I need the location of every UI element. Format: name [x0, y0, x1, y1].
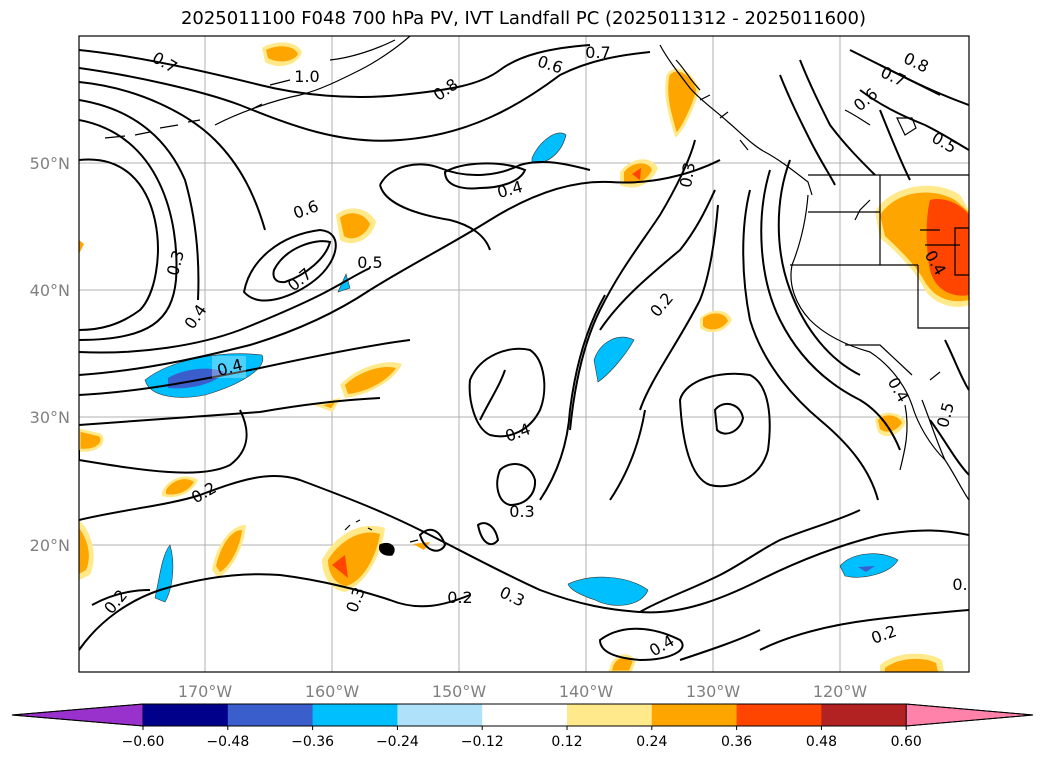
- lon-tick-label: 140°W: [559, 682, 614, 701]
- colorbar-tick-label: −0.24: [376, 734, 419, 750]
- contour-label: 0.5: [357, 253, 382, 272]
- colorbar-segment: [651, 704, 738, 726]
- lat-tick-labels: 50°N 40°N 30°N 20°N: [30, 154, 70, 555]
- colorbar-segment: [821, 704, 907, 726]
- positive-region: [79, 528, 89, 574]
- colorbar-tick-label: 0.36: [721, 734, 752, 750]
- colorbar-segment: [736, 704, 822, 726]
- ivt-shading: [79, 42, 969, 672]
- positive-region: [413, 542, 430, 550]
- colorbar-segment: [227, 704, 314, 726]
- colorbar-tick-label: −0.60: [122, 734, 165, 750]
- negative-region: [593, 336, 635, 383]
- colorbar: −0.60 −0.48 −0.36 −0.24 −0.12 0.12 0.24 0.36 0.4…: [11, 703, 1034, 750]
- contour-label: 0.3: [676, 161, 699, 189]
- colorbar-tick-label: −0.36: [291, 734, 334, 750]
- negative-region: [858, 566, 875, 572]
- positive-region: [926, 199, 969, 296]
- positive-region: [608, 654, 636, 672]
- lat-tick-label: 50°N: [30, 154, 70, 173]
- contour-label: 0.2: [447, 588, 472, 607]
- lon-tick-label: 170°W: [178, 682, 233, 701]
- positive-region: [345, 366, 396, 394]
- positive-region: [340, 213, 370, 239]
- colorbar-tick-label: 0.60: [891, 734, 922, 750]
- positive-region: [216, 530, 242, 572]
- lat-tick-label: 20°N: [30, 536, 70, 555]
- positive-region: [332, 555, 348, 578]
- lon-tick-label: 150°W: [432, 682, 487, 701]
- positive-region: [703, 313, 728, 330]
- colorbar-extend-high: [905, 703, 1034, 727]
- map-frame: [78, 35, 970, 673]
- colorbar-extend-low: [11, 703, 144, 727]
- colorbar-segment: [482, 704, 568, 726]
- positive-region: [885, 658, 938, 672]
- positive-region: [632, 168, 641, 180]
- colorbar-tick-label: 0.48: [806, 734, 837, 750]
- colorbar-tick-label: 0.24: [636, 734, 667, 750]
- lon-tick-labels: 170°W 160°W 150°W 140°W 130°W 120°W: [178, 682, 868, 701]
- positive-region: [266, 46, 298, 62]
- positive-region: [665, 68, 700, 138]
- lon-tick-label: 130°W: [686, 682, 741, 701]
- colorbar-segment: [567, 704, 653, 726]
- negative-region: [567, 576, 649, 606]
- contour-label: 0.: [952, 575, 967, 594]
- colorbar-tick-label: −0.12: [461, 734, 504, 750]
- colorbar-segment: [312, 704, 398, 726]
- colorbar-tick-label: 0.12: [551, 734, 582, 750]
- map-title: 2025011100 F048 700 hPa PV, IVT Landfall…: [180, 8, 867, 29]
- colorbar-segment: [397, 704, 483, 726]
- lat-tick-label: 40°N: [30, 281, 70, 300]
- negative-region: [839, 553, 899, 578]
- contour-label: 1.0: [294, 67, 319, 86]
- colorbar-tick-label: −0.48: [206, 734, 249, 750]
- contour-label: 0.3: [509, 502, 534, 521]
- positive-region: [878, 415, 902, 432]
- positive-region: [79, 240, 84, 254]
- lon-tick-label: 120°W: [813, 682, 868, 701]
- lat-tick-label: 30°N: [30, 408, 70, 427]
- pv-contours: [79, 44, 969, 662]
- lon-tick-label: 160°W: [305, 682, 360, 701]
- contour-label: 0.7: [585, 43, 610, 62]
- coastlines: [104, 36, 969, 556]
- positive-region: [166, 479, 194, 495]
- positive-region: [328, 532, 380, 586]
- colorbar-segment: [143, 704, 229, 726]
